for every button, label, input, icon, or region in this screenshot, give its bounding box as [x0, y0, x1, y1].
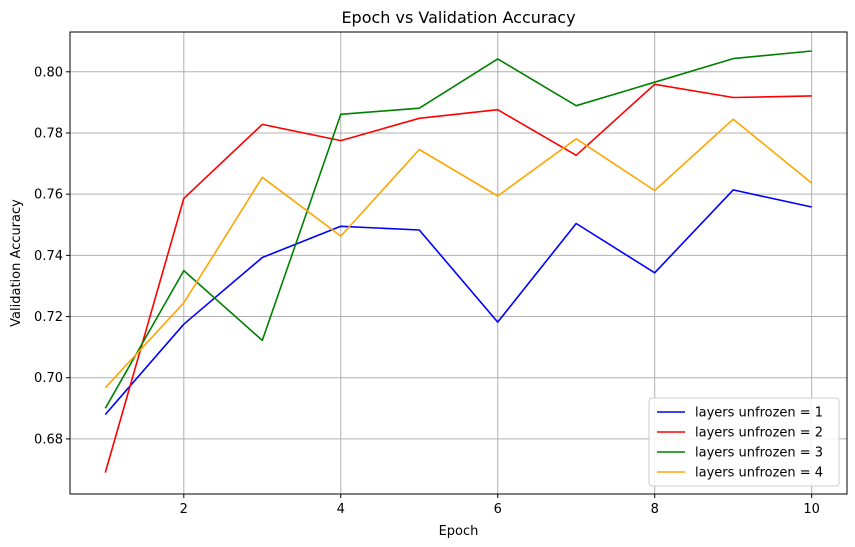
- legend-box: [648, 397, 840, 487]
- series-line-4: [104, 118, 813, 389]
- legend-label-2: layers unfrozen = 2: [695, 426, 823, 441]
- legend: layers unfrozen = 1 layers unfrozen = 2 la…: [648, 397, 840, 487]
- series-line-3: [104, 50, 812, 409]
- y-axis-label: Validation Accuracy: [9, 199, 24, 327]
- x-tick-label: 8: [651, 502, 659, 517]
- x-tick-label: 10: [803, 502, 820, 517]
- axis-ticks: 2 4 6 8 10 0.68 0.70 0.72 0.74 0.76 0.78 0.80: [34, 65, 820, 517]
- y-tick-label: 0.78: [34, 126, 63, 141]
- series-line-1: [104, 189, 812, 416]
- legend-label-4: layers unfrozen = 4: [695, 466, 823, 481]
- legend-label-1: layers unfrozen = 1: [695, 406, 823, 421]
- x-axis-label: Epoch: [439, 524, 479, 539]
- chart-title: Epoch vs Validation Accuracy: [341, 8, 575, 27]
- x-tick-label: 4: [337, 502, 345, 517]
- y-tick-label: 0.74: [34, 249, 63, 264]
- y-tick-label: 0.72: [34, 310, 63, 325]
- y-tick-label: 0.80: [34, 65, 63, 80]
- x-tick-label: 6: [494, 502, 502, 517]
- plot-frame: [69, 31, 848, 495]
- x-tick-label: 2: [180, 502, 188, 517]
- legend-label-3: layers unfrozen = 3: [695, 446, 823, 461]
- y-tick-label: 0.70: [34, 371, 63, 386]
- y-tick-label: 0.68: [34, 432, 63, 447]
- series-lines: [104, 50, 813, 473]
- y-tick-label: 0.76: [34, 188, 63, 203]
- series-line-2: [104, 83, 812, 473]
